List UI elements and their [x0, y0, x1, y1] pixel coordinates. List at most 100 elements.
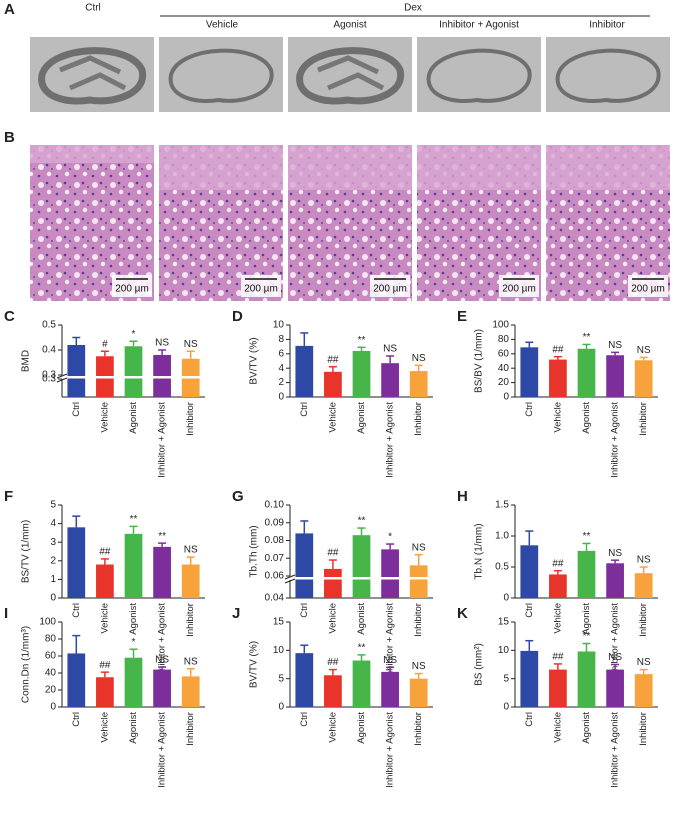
x-tick-label: Agonist: [356, 712, 367, 744]
x-tick-label: Inhibitor: [413, 603, 424, 637]
x-tick-label: Inhibitor + Agonist: [610, 402, 621, 478]
bar: [153, 546, 171, 598]
x-tick-label: Inhibitor: [185, 603, 196, 637]
bone-shape: [168, 48, 274, 103]
bar: [295, 345, 314, 397]
bone-shape: [38, 47, 147, 105]
y-tick-label: 0: [503, 593, 509, 604]
axis-break: [56, 376, 205, 379]
panel-label: B: [4, 129, 15, 146]
y-tick-label: 0.5: [42, 320, 56, 331]
bar: [324, 675, 342, 707]
bar: [409, 565, 428, 598]
significance: NS: [383, 344, 397, 355]
x-tick-label: Vehicle: [327, 402, 338, 433]
x-tick-label: Inhibitor + Agonist: [157, 402, 168, 478]
y-tick-label: 0.10: [265, 500, 285, 511]
micro-ct-images: [30, 37, 670, 112]
bar: [634, 360, 653, 397]
cartilage-band: [546, 145, 670, 190]
panel-label: D: [232, 308, 243, 325]
significance: NS: [155, 338, 169, 349]
bar: [181, 564, 200, 598]
bar: [67, 653, 86, 707]
significance: **: [583, 531, 591, 542]
significance: NS: [155, 655, 169, 666]
x-tick-label: Ctrl: [524, 603, 535, 618]
y-axis-label: BS/TV (1/mm): [21, 520, 32, 583]
significance: NS: [608, 548, 622, 559]
y-tick-label: 40: [45, 668, 57, 679]
x-tick-label: Ctrl: [524, 712, 535, 727]
x-tick-label: Agonist: [128, 603, 139, 635]
y-tick-label: 0.04: [265, 593, 285, 604]
x-tick-label: Agonist: [356, 603, 367, 635]
scale-box: [499, 275, 539, 297]
scale-box: [370, 275, 410, 297]
axis-break: [284, 577, 433, 580]
y-tick-label: 20: [498, 377, 510, 388]
x-tick-label: Vehicle: [99, 603, 110, 634]
bar: [352, 350, 371, 397]
cartilage-band: [288, 145, 412, 190]
y-tick-label: 5: [50, 500, 56, 511]
x-tick-label: Inhibitor + Agonist: [610, 712, 621, 788]
bar: [324, 568, 342, 598]
bar: [606, 669, 624, 707]
y-tick-label: 15: [498, 617, 510, 628]
bar: [577, 651, 596, 707]
significance: ##: [552, 344, 564, 355]
bar: [153, 669, 171, 707]
y-tick-label: 0.5: [495, 562, 509, 573]
x-tick-label: Inhibitor + Agonist: [157, 712, 168, 788]
y-tick-label: 1: [50, 574, 56, 585]
histology-images: 200 µm 200 µm 200 µm 200 µm 200 µm: [30, 145, 670, 301]
y-axis-label: Tb.Th (mm): [249, 525, 260, 577]
x-tick-label: Vehicle: [552, 712, 563, 743]
y-tick-label: 10: [273, 320, 285, 331]
y-tick-label: 40: [498, 363, 510, 374]
y-tick-label: 0.09: [265, 517, 285, 528]
significance: **: [583, 631, 591, 642]
cartilage-band: [159, 145, 283, 190]
bar: [520, 650, 539, 707]
panel-label: E: [457, 308, 467, 325]
y-axis-label: Conn.Dn (1/mm³): [21, 626, 32, 703]
x-tick-label: Ctrl: [71, 603, 82, 618]
significance: **: [130, 514, 138, 525]
x-tick-label: Inhibitor + Agonist: [385, 402, 396, 478]
x-tick-label: Inhibitor: [185, 712, 196, 746]
group-label: Dex: [404, 3, 422, 14]
bar: [181, 676, 200, 707]
scale-box: [112, 275, 152, 297]
scale-label: 200 µm: [244, 284, 278, 295]
y-tick-label: 4: [278, 363, 284, 374]
x-tick-label: Agonist: [356, 402, 367, 434]
x-tick-label: Inhibitor + Agonist: [610, 603, 621, 679]
scale-label: 200 µm: [373, 284, 407, 295]
bar: [295, 653, 314, 707]
y-tick-label: 5: [503, 673, 509, 684]
bar: [634, 573, 653, 598]
x-tick-label: Inhibitor: [638, 402, 649, 436]
bar: [124, 533, 143, 598]
x-tick-label: Inhibitor: [413, 402, 424, 436]
x-tick-label: Ctrl: [299, 402, 310, 417]
significance: *: [132, 637, 136, 648]
bar: [352, 535, 371, 598]
panel-label: K: [457, 605, 468, 622]
significance: ##: [327, 354, 339, 365]
significance: *: [132, 329, 136, 340]
scale-label: 200 µm: [115, 284, 149, 295]
scale-box: [241, 275, 281, 297]
significance: NS: [608, 340, 622, 351]
significance: **: [583, 332, 591, 343]
significance: NS: [637, 555, 651, 566]
trabeculae: [317, 55, 385, 91]
x-tick-label: Inhibitor: [413, 712, 424, 746]
x-tick-label: Inhibitor: [638, 603, 649, 637]
bar: [549, 669, 567, 707]
y-tick-label: 0.4: [42, 345, 56, 356]
bar: [409, 371, 428, 397]
